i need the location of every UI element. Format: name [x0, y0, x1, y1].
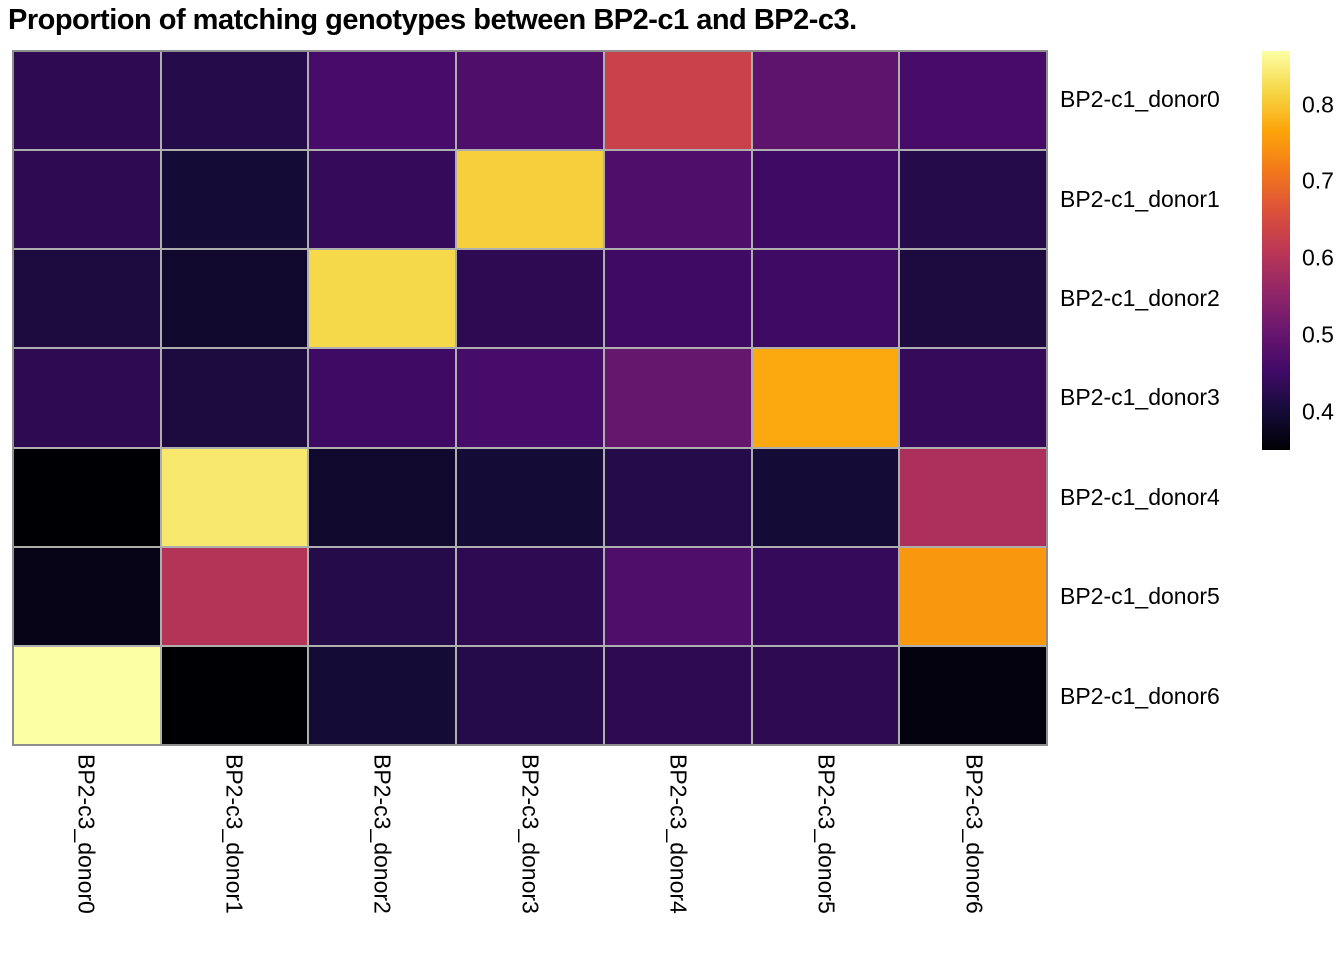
heatmap-cell: [161, 151, 308, 249]
column-label: BP2-c3_donor3: [517, 754, 544, 914]
heatmap-cell: [457, 250, 603, 348]
column-label-cell: BP2-c3_donor4: [604, 754, 752, 958]
row-label: BP2-c1_donor6: [1060, 682, 1220, 709]
heatmap-cell: [309, 52, 456, 150]
heatmap-cell: [752, 52, 899, 150]
colorbar-tick-label: 0.5: [1302, 321, 1334, 348]
row-label: BP2-c1_donor4: [1060, 483, 1220, 510]
colorbar-tick-labels: 0.4 0.5 0.6 0.7 0.8: [1302, 51, 1344, 450]
heatmap-cell: [309, 547, 456, 645]
heatmap-cell: [457, 547, 603, 645]
colorbar-tick-label: 0.6: [1302, 244, 1334, 271]
heatmap-cell: [14, 448, 160, 546]
column-label: BP2-c3_donor0: [73, 754, 100, 914]
heatmap-cell: [309, 646, 456, 744]
heatmap-cell: [161, 448, 308, 546]
heatmap-cell: [900, 349, 1046, 447]
chart-title: Proportion of matching genotypes between…: [8, 4, 857, 36]
heatmap-cell: [457, 646, 603, 744]
row-label: BP2-c1_donor0: [1060, 86, 1220, 113]
heatmap-cell: [309, 250, 456, 348]
column-label: BP2-c3_donor1: [221, 754, 248, 914]
heatmap-cell: [14, 349, 160, 447]
row-label: BP2-c1_donor2: [1060, 285, 1220, 312]
heatmap-grid: [12, 50, 1048, 746]
column-label: BP2-c3_donor2: [369, 754, 396, 914]
heatmap-cell: [604, 250, 751, 348]
column-label-cell: BP2-c3_donor3: [456, 754, 604, 958]
heatmap-cell: [14, 151, 160, 249]
heatmap-cell: [309, 448, 456, 546]
colorbar-tick-label: 0.7: [1302, 167, 1334, 194]
heatmap-cell: [752, 250, 899, 348]
heatmap-cell: [752, 151, 899, 249]
heatmap-cell: [752, 349, 899, 447]
heatmap-cell: [752, 547, 899, 645]
heatmap-cell: [309, 151, 456, 249]
heatmap-cell: [604, 448, 751, 546]
column-label: BP2-c3_donor5: [813, 754, 840, 914]
row-label: BP2-c1_donor3: [1060, 384, 1220, 411]
heatmap-cell: [457, 151, 603, 249]
heatmap-cell: [161, 349, 308, 447]
heatmap-cell: [900, 52, 1046, 150]
column-label: BP2-c3_donor6: [961, 754, 988, 914]
heatmap-cell: [604, 646, 751, 744]
x-axis-labels: BP2-c3_donor0 BP2-c3_donor1 BP2-c3_donor2 B…: [12, 754, 1048, 958]
heatmap-cell: [161, 646, 308, 744]
heatmap-cell: [900, 646, 1046, 744]
heatmap-cell: [457, 52, 603, 150]
heatmap-cell: [14, 547, 160, 645]
heatmap-cell: [457, 448, 603, 546]
heatmap-cell: [752, 646, 899, 744]
heatmap-cell: [14, 646, 160, 744]
column-label-cell: BP2-c3_donor5: [752, 754, 900, 958]
heatmap-cell: [604, 52, 751, 150]
heatmap-cell: [900, 151, 1046, 249]
row-label: BP2-c1_donor5: [1060, 583, 1220, 610]
heatmap-cell: [900, 547, 1046, 645]
heatmap-cell: [752, 448, 899, 546]
heatmap-cell: [900, 448, 1046, 546]
y-axis-labels: BP2-c1_donor0 BP2-c1_donor1 BP2-c1_donor2 B…: [1060, 50, 1260, 746]
column-label-cell: BP2-c3_donor0: [12, 754, 160, 958]
column-label: BP2-c3_donor4: [665, 754, 692, 914]
heatmap-cell: [604, 349, 751, 447]
heatmap-cell: [900, 250, 1046, 348]
heatmap-cell: [604, 151, 751, 249]
colorbar-tick-label: 0.8: [1302, 91, 1334, 118]
heatmap-cell: [309, 349, 456, 447]
column-label-cell: BP2-c3_donor6: [900, 754, 1048, 958]
heatmap-cell: [161, 52, 308, 150]
heatmap-cell: [604, 547, 751, 645]
heatmap-cell: [14, 250, 160, 348]
heatmap-cell: [161, 250, 308, 348]
heatmap-cell: [457, 349, 603, 447]
colorbar-tick-label: 0.4: [1302, 398, 1334, 425]
column-label-cell: BP2-c3_donor2: [308, 754, 456, 958]
heatmap-cell: [14, 52, 160, 150]
row-label: BP2-c1_donor1: [1060, 185, 1220, 212]
heatmap-cell: [161, 547, 308, 645]
colorbar: [1262, 51, 1290, 450]
column-label-cell: BP2-c3_donor1: [160, 754, 308, 958]
